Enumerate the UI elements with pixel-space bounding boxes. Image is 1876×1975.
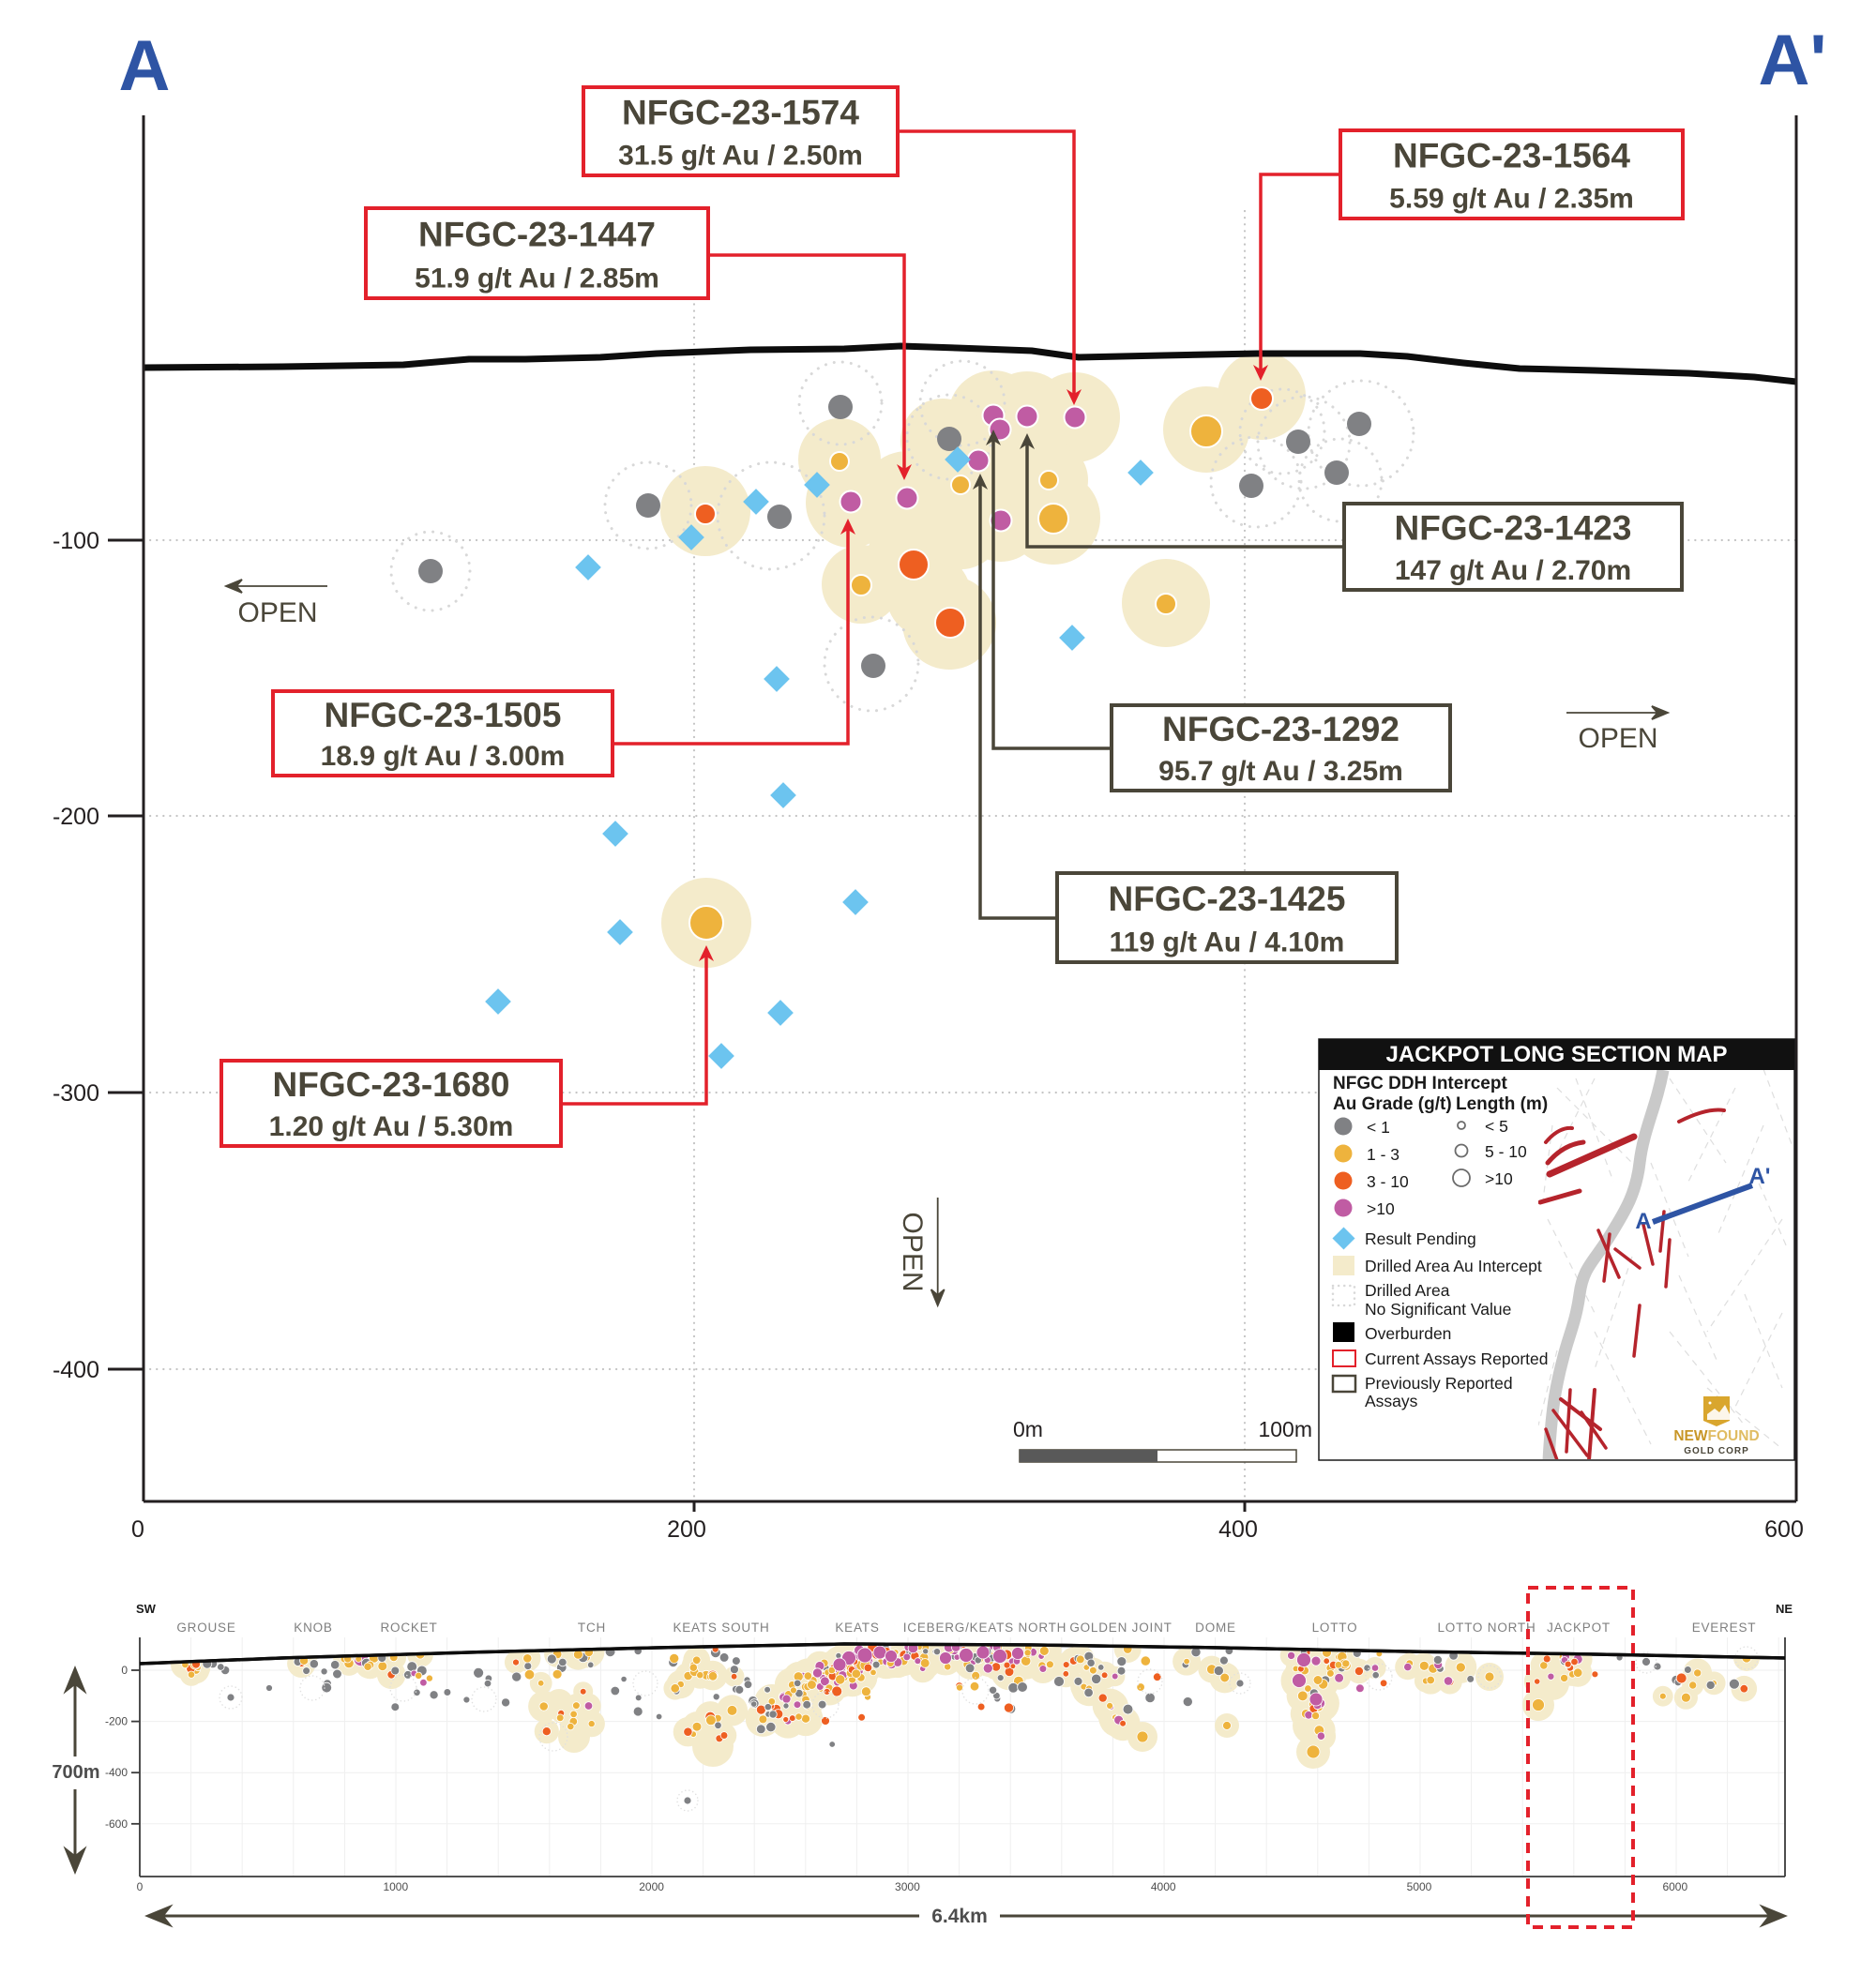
svg-text:NFGC-23-1292: NFGC-23-1292 xyxy=(1162,710,1399,748)
svg-text:>10: >10 xyxy=(1367,1199,1395,1218)
svg-text:ROCKET: ROCKET xyxy=(380,1621,437,1635)
svg-text:A': A' xyxy=(1759,21,1827,100)
svg-text:NEWFOUND: NEWFOUND xyxy=(1673,1428,1759,1444)
svg-text:0: 0 xyxy=(137,1880,144,1893)
svg-text:Length (m): Length (m) xyxy=(1456,1094,1548,1114)
svg-text:NFGC-23-1447: NFGC-23-1447 xyxy=(418,215,656,253)
svg-text:-400: -400 xyxy=(105,1766,128,1779)
svg-text:< 1: < 1 xyxy=(1367,1118,1390,1137)
svg-text:TCH: TCH xyxy=(578,1621,606,1635)
svg-text:EVEREST: EVEREST xyxy=(1692,1621,1757,1635)
svg-text:4000: 4000 xyxy=(1151,1880,1176,1893)
svg-text:GOLDEN JOINT: GOLDEN JOINT xyxy=(1069,1621,1172,1635)
svg-text:95.7 g/t Au / 3.25m: 95.7 g/t Au / 3.25m xyxy=(1158,756,1403,787)
svg-text:Previously Reported: Previously Reported xyxy=(1365,1374,1513,1393)
svg-text:JACKPOT: JACKPOT xyxy=(1547,1621,1611,1635)
svg-text:51.9 g/t Au / 2.85m: 51.9 g/t Au / 2.85m xyxy=(415,263,659,294)
svg-text:-200: -200 xyxy=(105,1715,128,1728)
svg-text:OPEN: OPEN xyxy=(1578,723,1657,754)
svg-text:A': A' xyxy=(1748,1164,1770,1189)
svg-text:1.20 g/t Au / 5.30m: 1.20 g/t Au / 5.30m xyxy=(269,1111,514,1142)
svg-text:Au Grade (g/t): Au Grade (g/t) xyxy=(1333,1094,1452,1114)
svg-text:NFGC-23-1564: NFGC-23-1564 xyxy=(1393,136,1630,174)
svg-text:0m: 0m xyxy=(1013,1417,1043,1441)
svg-text:Overburden: Overburden xyxy=(1365,1324,1451,1343)
svg-text:700m: 700m xyxy=(52,1762,99,1783)
svg-text:0: 0 xyxy=(121,1664,128,1677)
svg-text:1000: 1000 xyxy=(383,1880,408,1893)
svg-text:119 g/t Au / 4.10m: 119 g/t Au / 4.10m xyxy=(1110,927,1345,958)
svg-text:NE: NE xyxy=(1776,1602,1793,1616)
svg-text:NFGC-23-1425: NFGC-23-1425 xyxy=(1109,880,1346,918)
svg-text:NFGC-23-1680: NFGC-23-1680 xyxy=(273,1065,510,1104)
svg-text:-600: -600 xyxy=(105,1817,128,1831)
svg-text:-200: -200 xyxy=(53,804,99,830)
svg-text:400: 400 xyxy=(1218,1516,1258,1543)
svg-text:5.59 g/t Au / 2.35m: 5.59 g/t Au / 2.35m xyxy=(1389,184,1634,215)
svg-text:-300: -300 xyxy=(53,1080,99,1107)
svg-text:KEATS: KEATS xyxy=(835,1621,879,1635)
svg-text:5000: 5000 xyxy=(1407,1880,1432,1893)
svg-text:NFGC-23-1423: NFGC-23-1423 xyxy=(1395,509,1632,548)
svg-text:Current Assays Reported: Current Assays Reported xyxy=(1365,1349,1549,1368)
svg-text:No Significant Value: No Significant Value xyxy=(1365,1300,1511,1319)
svg-text:NFGC-23-1505: NFGC-23-1505 xyxy=(325,696,562,734)
svg-text:600: 600 xyxy=(1764,1516,1804,1543)
svg-text:A: A xyxy=(1635,1209,1651,1234)
svg-text:NFGC DDH Intercept: NFGC DDH Intercept xyxy=(1333,1074,1507,1093)
svg-text:OPEN: OPEN xyxy=(237,597,317,628)
svg-text:KEATS SOUTH: KEATS SOUTH xyxy=(673,1621,769,1635)
svg-text:-400: -400 xyxy=(53,1357,99,1383)
svg-text:3 - 10: 3 - 10 xyxy=(1367,1172,1409,1191)
svg-text:6.4km: 6.4km xyxy=(931,1906,988,1927)
svg-text:LOTTO NORTH: LOTTO NORTH xyxy=(1437,1621,1536,1635)
svg-text:JACKPOT LONG SECTION MAP: JACKPOT LONG SECTION MAP xyxy=(1385,1042,1727,1067)
svg-text:< 5: < 5 xyxy=(1485,1117,1508,1136)
svg-text:1 - 3: 1 - 3 xyxy=(1367,1145,1399,1164)
svg-text:GROUSE: GROUSE xyxy=(176,1621,235,1635)
svg-text:Drilled Area: Drilled Area xyxy=(1365,1281,1450,1300)
svg-text:18.9 g/t Au / 3.00m: 18.9 g/t Au / 3.00m xyxy=(321,741,566,772)
svg-text:-100: -100 xyxy=(53,528,99,554)
svg-text:0: 0 xyxy=(131,1516,144,1543)
svg-text:NFGC-23-1574: NFGC-23-1574 xyxy=(622,93,859,131)
svg-text:A: A xyxy=(119,26,171,106)
svg-text:Drilled Area Au Intercept: Drilled Area Au Intercept xyxy=(1365,1257,1542,1275)
svg-text:31.5 g/t Au / 2.50m: 31.5 g/t Au / 2.50m xyxy=(618,141,863,172)
svg-text:ICEBERG/KEATS NORTH: ICEBERG/KEATS NORTH xyxy=(903,1621,1067,1635)
svg-text:>10: >10 xyxy=(1485,1169,1513,1188)
svg-text:GOLD CORP: GOLD CORP xyxy=(1684,1446,1749,1456)
svg-text:LOTTO: LOTTO xyxy=(1312,1621,1358,1635)
svg-text:DOME: DOME xyxy=(1195,1621,1236,1635)
svg-text:Result Pending: Result Pending xyxy=(1365,1229,1476,1248)
svg-text:100m: 100m xyxy=(1258,1417,1312,1441)
svg-text:Assays: Assays xyxy=(1365,1392,1418,1410)
svg-text:147 g/t Au / 2.70m: 147 g/t Au / 2.70m xyxy=(1395,555,1631,586)
svg-text:6000: 6000 xyxy=(1662,1880,1687,1893)
svg-text:SW: SW xyxy=(136,1602,157,1616)
svg-text:OPEN: OPEN xyxy=(897,1212,928,1291)
svg-text:KNOB: KNOB xyxy=(294,1621,332,1635)
svg-text:5 - 10: 5 - 10 xyxy=(1485,1142,1527,1161)
svg-text:3000: 3000 xyxy=(895,1880,920,1893)
svg-text:2000: 2000 xyxy=(639,1880,664,1893)
svg-text:200: 200 xyxy=(667,1516,706,1543)
